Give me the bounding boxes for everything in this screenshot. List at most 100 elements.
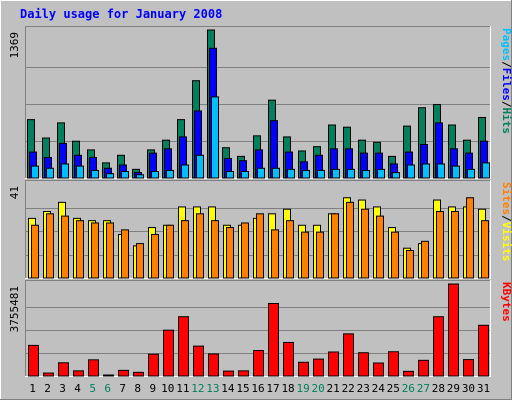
panel-kbytes-series-labels: KBytes bbox=[500, 282, 512, 322]
bar-kbytes-kbytes-day-23 bbox=[358, 352, 369, 377]
bar-kbytes-kbytes-day-5 bbox=[88, 359, 99, 377]
bar-visits-sites-day-8 bbox=[136, 243, 144, 279]
x-tick-label-day-5: 5 bbox=[89, 382, 96, 395]
bar-visits-sites-day-29 bbox=[451, 211, 459, 279]
bar-visits-sites-day-24 bbox=[376, 215, 384, 279]
bar-kbytes-kbytes-day-26 bbox=[403, 370, 414, 377]
bar-visits-sites-day-28 bbox=[436, 211, 444, 279]
panel-kbytes-ymax-label: 3755481 bbox=[8, 286, 21, 332]
x-tick-label-day-27: 27 bbox=[417, 382, 430, 395]
bar-hits-pages-day-16 bbox=[257, 167, 265, 179]
x-tick-label-day-10: 10 bbox=[161, 382, 174, 395]
bar-visits-sites-day-9 bbox=[151, 233, 159, 279]
x-tick-label-day-16: 16 bbox=[251, 382, 264, 395]
x-tick-label-day-17: 17 bbox=[266, 382, 279, 395]
bar-hits-pages-day-24 bbox=[377, 168, 385, 179]
bar-hits-pages-day-22 bbox=[347, 168, 355, 179]
bar-visits-sites-day-27 bbox=[421, 240, 429, 279]
bar-hits-pages-day-3 bbox=[61, 163, 69, 179]
panel-hits-series-labels: Pages/Files/Hits bbox=[500, 28, 512, 134]
x-tick-label-day-29: 29 bbox=[447, 382, 460, 395]
bar-visits-sites-day-2 bbox=[46, 213, 54, 279]
chart-title: Daily usage for January 2008 bbox=[20, 7, 222, 21]
bar-hits-pages-day-21 bbox=[332, 168, 340, 179]
bar-kbytes-kbytes-day-10 bbox=[163, 329, 174, 377]
bar-hits-pages-day-18 bbox=[287, 168, 295, 179]
bar-kbytes-kbytes-day-17 bbox=[268, 302, 279, 377]
bar-visits-sites-day-12 bbox=[196, 213, 204, 279]
x-tick-label-day-19: 19 bbox=[296, 382, 309, 395]
bar-hits-pages-day-13 bbox=[211, 96, 219, 179]
bar-kbytes-kbytes-day-15 bbox=[238, 370, 249, 377]
bar-kbytes-kbytes-day-3 bbox=[58, 362, 69, 377]
bar-kbytes-kbytes-day-7 bbox=[118, 369, 129, 377]
bar-hits-pages-day-31 bbox=[482, 162, 490, 179]
bar-kbytes-kbytes-day-14 bbox=[223, 370, 234, 377]
bar-visits-sites-day-23 bbox=[361, 208, 369, 279]
bar-visits-sites-day-6 bbox=[106, 222, 114, 279]
bar-kbytes-kbytes-day-19 bbox=[298, 361, 309, 377]
bar-hits-pages-day-26 bbox=[407, 164, 415, 179]
bar-kbytes-kbytes-day-21 bbox=[328, 351, 339, 377]
bar-hits-pages-day-29 bbox=[452, 165, 460, 179]
bar-hits-pages-day-5 bbox=[91, 169, 99, 179]
bar-hits-pages-day-28 bbox=[437, 163, 445, 179]
x-tick-label-day-21: 21 bbox=[327, 382, 340, 395]
bar-kbytes-kbytes-day-20 bbox=[313, 358, 324, 377]
bar-kbytes-kbytes-day-12 bbox=[193, 345, 204, 377]
x-tick-label-day-14: 14 bbox=[221, 382, 235, 395]
bar-visits-sites-day-5 bbox=[91, 222, 99, 279]
bar-kbytes-kbytes-day-4 bbox=[73, 370, 84, 377]
bar-hits-pages-day-1 bbox=[31, 165, 39, 179]
series-label-hits: Hits bbox=[500, 108, 512, 135]
bar-hits-pages-day-12 bbox=[196, 154, 204, 179]
bar-hits-pages-day-4 bbox=[76, 165, 84, 179]
bar-hits-pages-day-23 bbox=[362, 169, 370, 179]
bar-hits-pages-day-15 bbox=[241, 171, 249, 179]
x-tick-label-day-30: 30 bbox=[462, 382, 475, 395]
x-tick-label-day-6: 6 bbox=[104, 382, 111, 395]
bar-kbytes-kbytes-day-16 bbox=[253, 350, 264, 377]
bar-visits-sites-day-18 bbox=[286, 220, 294, 279]
bar-visits-sites-day-19 bbox=[301, 231, 309, 279]
x-tick-label-day-12: 12 bbox=[191, 382, 204, 395]
bar-hits-pages-day-8 bbox=[136, 174, 144, 179]
x-tick-label-day-11: 11 bbox=[176, 382, 189, 395]
x-tick-label-day-1: 1 bbox=[29, 382, 36, 395]
series-label-files: Files bbox=[500, 68, 512, 101]
bar-kbytes-kbytes-day-24 bbox=[373, 362, 384, 377]
bar-visits-sites-day-25 bbox=[391, 231, 399, 279]
x-tick-label-day-9: 9 bbox=[149, 382, 156, 395]
bar-kbytes-kbytes-day-29 bbox=[448, 283, 459, 377]
bar-visits-sites-day-16 bbox=[256, 213, 264, 279]
bar-visits-sites-day-13 bbox=[211, 220, 219, 279]
x-tick-label-day-2: 2 bbox=[44, 382, 51, 395]
bar-kbytes-kbytes-day-11 bbox=[178, 316, 189, 377]
x-tick-label-day-8: 8 bbox=[134, 382, 141, 395]
bar-hits-pages-day-6 bbox=[106, 173, 114, 179]
bar-hits-pages-day-19 bbox=[302, 169, 310, 179]
x-tick-label-day-3: 3 bbox=[59, 382, 66, 395]
x-tick-label-day-18: 18 bbox=[281, 382, 294, 395]
bar-hits-pages-day-27 bbox=[422, 163, 430, 179]
panel-kbytes: 3755481 KBytes bbox=[8, 280, 512, 377]
bar-visits-sites-day-20 bbox=[316, 231, 324, 279]
x-tick-label-day-20: 20 bbox=[312, 382, 325, 395]
x-tick-label-day-23: 23 bbox=[357, 382, 370, 395]
bar-hits-pages-day-17 bbox=[272, 167, 280, 179]
series-label-sites: Sites bbox=[500, 182, 512, 215]
bar-visits-sites-day-31 bbox=[481, 220, 489, 279]
series-label-separator: / bbox=[500, 101, 512, 108]
bar-kbytes-kbytes-day-30 bbox=[463, 359, 474, 377]
bar-visits-sites-day-11 bbox=[181, 220, 189, 279]
x-tick-label-day-22: 22 bbox=[342, 382, 355, 395]
bar-visits-sites-day-14 bbox=[226, 227, 234, 279]
bar-kbytes-kbytes-day-6 bbox=[103, 374, 114, 377]
bar-hits-pages-day-7 bbox=[121, 171, 129, 179]
bar-kbytes-kbytes-day-27 bbox=[418, 359, 429, 377]
x-tick-label-day-25: 25 bbox=[387, 382, 400, 395]
series-label-pages: Pages bbox=[500, 28, 512, 61]
panel-visits-series-labels: Sites/Visits bbox=[500, 182, 512, 262]
